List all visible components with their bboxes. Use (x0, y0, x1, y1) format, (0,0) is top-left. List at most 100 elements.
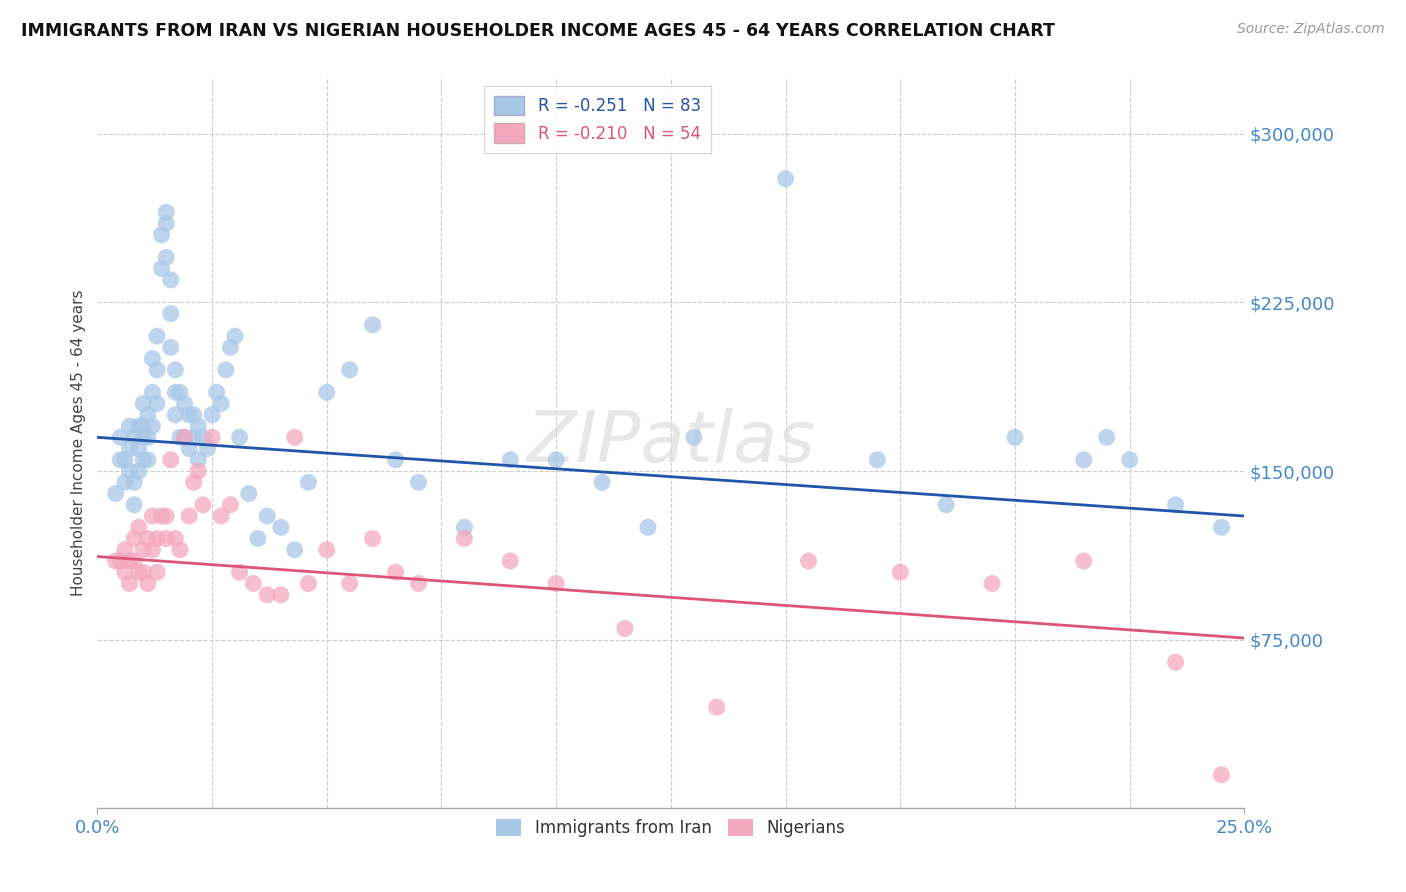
Point (637, 520, 659, 534)
Point (246, 532, 269, 546)
Point (408, 576, 430, 591)
Point (384, 566, 406, 580)
Point (1095, 430, 1118, 444)
Point (361, 318, 384, 332)
Point (339, 576, 361, 591)
Point (408, 475, 430, 490)
Point (165, 408, 187, 422)
Point (1164, 655, 1187, 669)
Point (136, 430, 159, 444)
Point (981, 576, 1004, 591)
Point (238, 486, 260, 500)
Point (889, 566, 911, 580)
Point (682, 430, 704, 444)
Point (169, 542, 191, 557)
Point (191, 498, 214, 512)
Point (219, 498, 242, 512)
Point (159, 340, 181, 354)
Point (150, 261, 173, 276)
Point (935, 498, 957, 512)
Point (315, 542, 337, 557)
Point (136, 576, 159, 591)
Legend: Immigrants from Iran, Nigerians: Immigrants from Iran, Nigerians (489, 813, 852, 844)
Point (179, 442, 201, 456)
Point (187, 419, 209, 434)
Point (224, 329, 246, 343)
Point (155, 532, 177, 546)
Point (155, 509, 177, 524)
Point (209, 509, 232, 524)
Point (270, 588, 292, 602)
Point (591, 475, 613, 490)
Point (315, 385, 337, 400)
Point (104, 554, 127, 568)
Point (146, 396, 169, 410)
Point (159, 273, 181, 287)
Point (169, 385, 191, 400)
Text: Source: ZipAtlas.com: Source: ZipAtlas.com (1237, 22, 1385, 37)
Point (155, 251, 177, 265)
Point (173, 430, 195, 444)
Point (173, 396, 195, 410)
Point (614, 622, 637, 636)
Point (1164, 498, 1187, 512)
Point (128, 520, 150, 534)
Point (114, 475, 136, 490)
Point (122, 532, 145, 546)
Point (165, 532, 187, 546)
Point (132, 542, 155, 557)
Point (361, 532, 384, 546)
Point (242, 576, 264, 591)
Point (453, 532, 475, 546)
Point (150, 227, 173, 242)
Point (141, 351, 163, 366)
Point (146, 363, 169, 377)
Point (146, 329, 169, 343)
Point (256, 509, 278, 524)
Point (797, 554, 820, 568)
Text: IMMIGRANTS FROM IRAN VS NIGERIAN HOUSEHOLDER INCOME AGES 45 - 64 YEARS CORRELATI: IMMIGRANTS FROM IRAN VS NIGERIAN HOUSEHO… (21, 22, 1054, 40)
Point (114, 566, 136, 580)
Point (165, 385, 187, 400)
Point (546, 452, 568, 467)
Point (1211, 520, 1233, 534)
Point (284, 542, 307, 557)
Point (775, 171, 797, 186)
Point (118, 419, 141, 434)
Point (228, 430, 250, 444)
Point (110, 430, 132, 444)
Point (136, 532, 159, 546)
Point (201, 430, 224, 444)
Point (297, 576, 319, 591)
Point (155, 205, 177, 219)
Point (132, 566, 155, 580)
Point (122, 554, 145, 568)
Point (128, 419, 150, 434)
Point (1004, 430, 1026, 444)
Point (191, 430, 214, 444)
Point (150, 509, 173, 524)
Point (215, 363, 238, 377)
Point (141, 542, 163, 557)
Point (1211, 768, 1233, 782)
Point (132, 452, 155, 467)
Point (128, 464, 150, 478)
Point (197, 442, 219, 456)
Point (209, 396, 232, 410)
Point (122, 498, 145, 512)
Point (122, 430, 145, 444)
Point (1073, 452, 1095, 467)
Point (284, 430, 307, 444)
Point (183, 430, 205, 444)
Point (159, 307, 181, 321)
Point (201, 408, 224, 422)
Point (453, 520, 475, 534)
Text: ZIPatlas: ZIPatlas (526, 409, 815, 477)
Point (866, 452, 889, 467)
Point (114, 542, 136, 557)
Point (179, 509, 201, 524)
Point (384, 452, 406, 467)
Point (104, 486, 127, 500)
Point (187, 452, 209, 467)
Point (1073, 554, 1095, 568)
